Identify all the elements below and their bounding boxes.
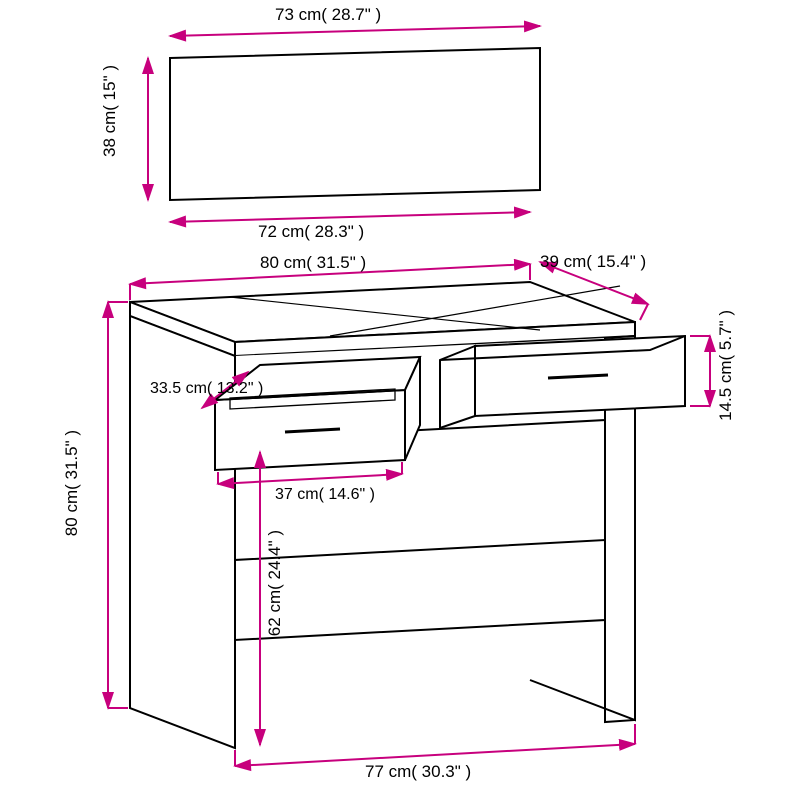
label-mirror-bottom: 72 cm( 28.3" ) [258, 222, 364, 242]
drawing-svg [0, 0, 800, 800]
label-mirror-height: 38 cm( 15" ) [100, 65, 120, 157]
label-mirror-top: 73 cm( 28.7" ) [275, 5, 381, 25]
label-clearance: 62 cm( 24.4" ) [265, 530, 285, 636]
technical-diagram: 73 cm( 28.7" ) 38 cm( 15" ) 72 cm( 28.3"… [0, 0, 800, 800]
mirror-outline [170, 48, 540, 200]
label-base-width: 77 cm( 30.3" ) [365, 762, 471, 782]
dim-mirror-top [170, 26, 540, 36]
label-top-width: 80 cm( 31.5" ) [260, 253, 366, 273]
label-table-height: 80 cm( 31.5" ) [62, 430, 82, 536]
label-drawer-depth: 33.5 cm( 13.2" ) [150, 380, 263, 398]
label-drawer-height: 14.5 cm( 5.7" ) [716, 310, 736, 421]
dim-drawer-width [218, 474, 402, 484]
label-top-depth: 39 cm( 15.4" ) [540, 252, 646, 272]
label-drawer-width: 37 cm( 14.6" ) [275, 486, 375, 504]
dim-mirror-bottom [170, 212, 530, 222]
